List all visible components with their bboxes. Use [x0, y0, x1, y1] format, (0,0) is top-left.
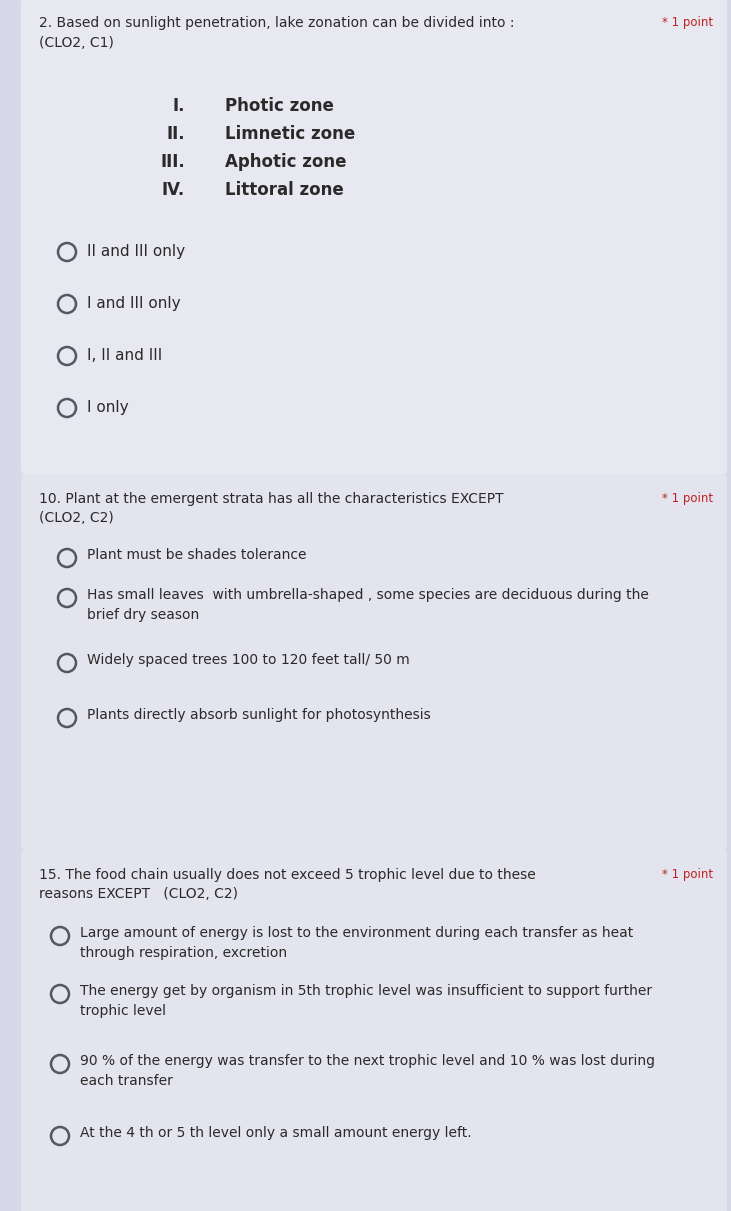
- Text: * 1 point: * 1 point: [662, 868, 713, 880]
- Text: * 1 point: * 1 point: [662, 492, 713, 505]
- Text: I and III only: I and III only: [87, 295, 181, 311]
- Text: IV.: IV.: [162, 180, 185, 199]
- Text: I.: I.: [173, 97, 185, 115]
- Text: each transfer: each transfer: [80, 1074, 173, 1087]
- Text: * 1 point: * 1 point: [662, 16, 713, 29]
- Text: 15. The food chain usually does not exceed 5 trophic level due to these: 15. The food chain usually does not exce…: [39, 868, 536, 882]
- Text: Limnetic zone: Limnetic zone: [225, 125, 355, 143]
- FancyBboxPatch shape: [21, 474, 727, 850]
- Text: Large amount of energy is lost to the environment during each transfer as heat: Large amount of energy is lost to the en…: [80, 926, 633, 940]
- Text: The energy get by organism in 5th trophic level was insufficient to support furt: The energy get by organism in 5th trophi…: [80, 985, 652, 998]
- FancyBboxPatch shape: [21, 0, 727, 474]
- Text: (CLO2, C2): (CLO2, C2): [39, 511, 114, 526]
- Text: At the 4 th or 5 th level only a small amount energy left.: At the 4 th or 5 th level only a small a…: [80, 1126, 471, 1140]
- Text: through respiration, excretion: through respiration, excretion: [80, 946, 287, 960]
- Text: Photic zone: Photic zone: [225, 97, 334, 115]
- Text: Littoral zone: Littoral zone: [225, 180, 344, 199]
- Text: (CLO2, C1): (CLO2, C1): [39, 36, 114, 50]
- Text: Plants directly absorb sunlight for photosynthesis: Plants directly absorb sunlight for phot…: [87, 708, 431, 722]
- Text: Widely spaced trees 100 to 120 feet tall/ 50 m: Widely spaced trees 100 to 120 feet tall…: [87, 653, 410, 667]
- Text: 10. Plant at the emergent strata has all the characteristics EXCEPT: 10. Plant at the emergent strata has all…: [39, 492, 504, 506]
- Text: 2. Based on sunlight penetration, lake zonation can be divided into :: 2. Based on sunlight penetration, lake z…: [39, 16, 515, 30]
- FancyBboxPatch shape: [21, 850, 727, 1211]
- Text: Plant must be shades tolerance: Plant must be shades tolerance: [87, 549, 306, 562]
- Text: I only: I only: [87, 400, 129, 415]
- Text: III.: III.: [160, 153, 185, 171]
- Text: brief dry season: brief dry season: [87, 608, 200, 622]
- Text: II.: II.: [167, 125, 185, 143]
- Text: Has small leaves  with umbrella-shaped , some species are deciduous during the: Has small leaves with umbrella-shaped , …: [87, 589, 649, 602]
- Text: I, II and III: I, II and III: [87, 348, 162, 363]
- Text: II and III only: II and III only: [87, 243, 185, 259]
- Text: Aphotic zone: Aphotic zone: [225, 153, 346, 171]
- Text: trophic level: trophic level: [80, 1004, 166, 1018]
- Text: 90 % of the energy was transfer to the next trophic level and 10 % was lost duri: 90 % of the energy was transfer to the n…: [80, 1054, 655, 1068]
- Text: reasons EXCEPT   (CLO2, C2): reasons EXCEPT (CLO2, C2): [39, 886, 238, 901]
